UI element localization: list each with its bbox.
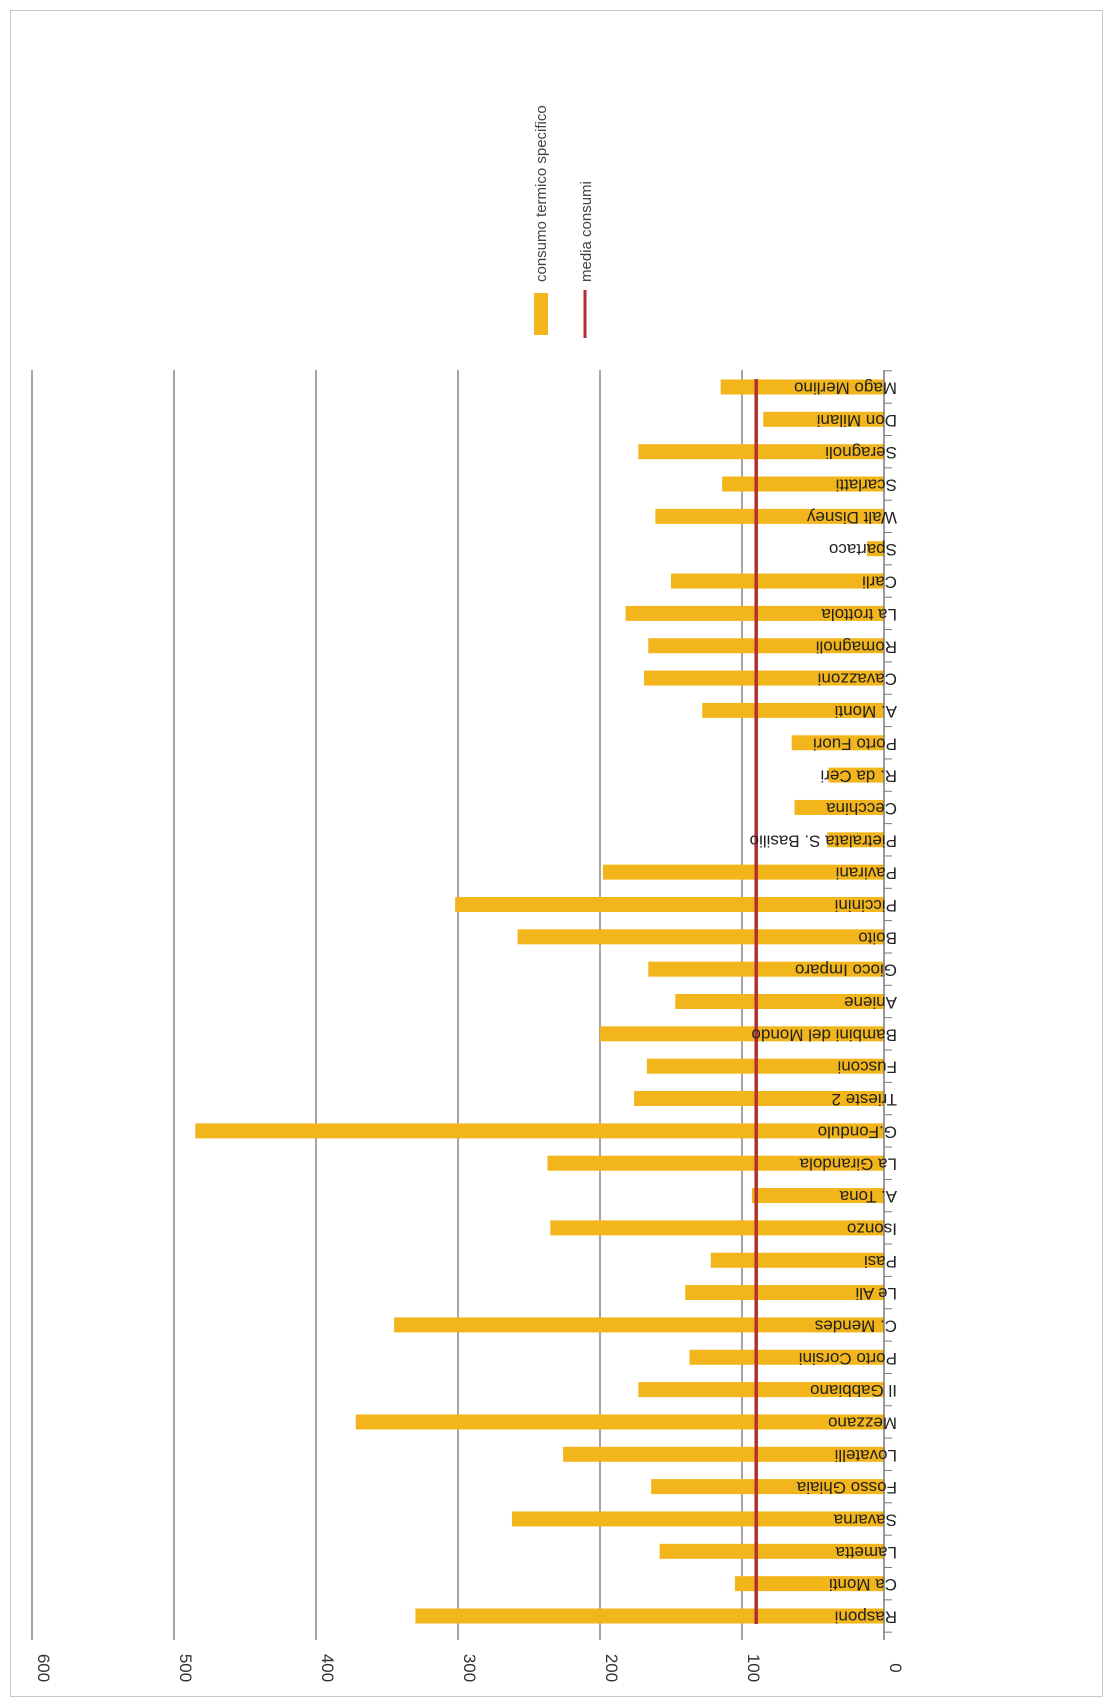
category-label: Bambini del Mondo [751, 1025, 897, 1044]
category-label: Seragnoli [825, 443, 897, 462]
category-label: Spartaco [829, 540, 897, 559]
legend-label-line: media consumi [578, 181, 595, 282]
category-label: R. da Ceri [820, 767, 897, 786]
bar [763, 411, 884, 427]
tick-label-600: 600 [34, 1654, 53, 1682]
bar [563, 1446, 884, 1462]
bar [550, 1220, 884, 1236]
category-label: Pasi [864, 1252, 897, 1271]
category-label: Ca Monti [829, 1575, 897, 1594]
category-label: La trottola [821, 605, 897, 624]
category-label: Don Milani [817, 411, 897, 430]
bar [511, 1511, 884, 1527]
bar [634, 1091, 884, 1107]
category-label: Pietralata S. Basilio [750, 831, 897, 850]
category-label: Trieste 2 [831, 1090, 897, 1109]
bars [195, 379, 885, 1624]
bar [794, 799, 884, 815]
bar [659, 1543, 884, 1559]
bar [866, 541, 884, 557]
bar [827, 832, 884, 848]
bar [195, 1123, 885, 1139]
bar [455, 896, 884, 912]
category-label: Porto Fuori [813, 734, 897, 753]
category-label: Il Gabbiano [810, 1381, 897, 1400]
bar [734, 1576, 884, 1592]
bar [791, 735, 884, 751]
category-label: G.Fondulo [818, 1122, 897, 1141]
bar [602, 864, 884, 880]
bar [547, 1155, 884, 1171]
bar [651, 1479, 884, 1495]
category-label: Mezzano [828, 1413, 897, 1432]
category-label: Rasponi [835, 1608, 897, 1627]
category-label: Fosso Ghiaia [796, 1478, 897, 1497]
category-label: A. Tona [839, 1187, 897, 1206]
axis: 0 100 200 300 400 500 600 Rasponi Ca Monti Lamett… [34, 370, 905, 1682]
tick-label-500: 500 [176, 1654, 195, 1682]
bar [648, 961, 884, 977]
bar [675, 994, 884, 1009]
bar [646, 1058, 884, 1074]
bar [394, 1317, 884, 1333]
category-label: Gioco Imparo [795, 961, 897, 980]
category-label: Lametta [835, 1543, 897, 1562]
legend-swatch-bar [534, 293, 548, 335]
bar [689, 1349, 884, 1365]
category-label: Pavirani [836, 864, 897, 883]
bar [655, 508, 884, 524]
category-label: Isonzo [847, 1219, 897, 1238]
legend-label-bar: consumo termico specifico [533, 105, 550, 282]
bar [648, 638, 884, 654]
category-label: Walt Disney [806, 508, 897, 527]
tick-label-200: 200 [602, 1654, 621, 1682]
bar [671, 573, 884, 589]
bar [720, 379, 884, 395]
tick-label-300: 300 [460, 1654, 479, 1682]
category-label: Cecchina [826, 799, 897, 818]
bar [702, 702, 884, 718]
category-label: Romagnoli [816, 637, 897, 656]
category-label: Carli [862, 573, 897, 592]
bar [415, 1608, 884, 1624]
bar [638, 444, 884, 460]
category-label: Cavazzoni [818, 670, 897, 689]
bar [644, 670, 884, 686]
category-label: Fusconi [837, 1058, 897, 1077]
bar [685, 1285, 884, 1301]
bar [355, 1414, 884, 1430]
category-label: Piccinini [835, 896, 897, 915]
bar [751, 1188, 884, 1204]
tick-label-400: 400 [318, 1654, 337, 1682]
chart-frame [10, 10, 1103, 1697]
category-label: Boito [858, 928, 897, 947]
bar [600, 1026, 884, 1042]
bar [710, 1252, 884, 1268]
category-label: Mago Merlino [794, 379, 897, 398]
tick-label-100: 100 [744, 1654, 763, 1682]
legend: consumo termico specifico media consumi [533, 105, 595, 338]
category-label: Savarna [833, 1510, 897, 1529]
bar [828, 767, 884, 783]
tick-label-0: 0 [886, 1663, 905, 1672]
category-label: Porto Corsini [799, 1349, 897, 1368]
category-label: Le Ali [855, 1284, 897, 1303]
bar [722, 476, 884, 492]
category-label: C. Mendes [815, 1316, 897, 1335]
bar [517, 929, 884, 945]
category-label: La Girandola [799, 1155, 897, 1174]
bar [638, 1382, 884, 1398]
category-label: A. Monti [835, 702, 897, 721]
category-label: Aniene [844, 993, 897, 1012]
category-label: Lovatelli [835, 1446, 897, 1465]
category-label: Scarlatti [836, 476, 897, 495]
